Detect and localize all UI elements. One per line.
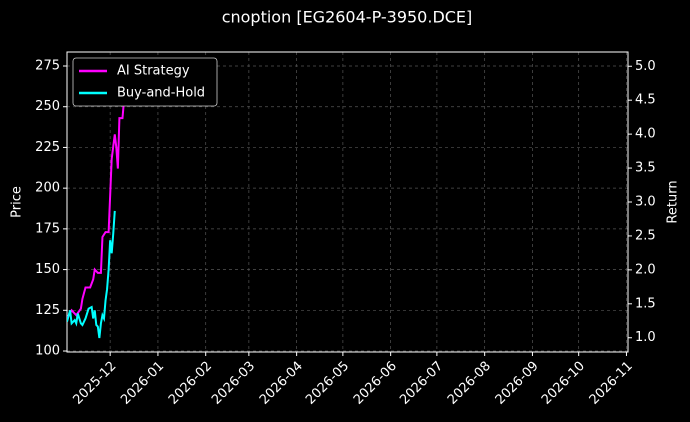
- plot-frame: [66, 51, 629, 353]
- y-tick-label: 150: [35, 262, 60, 277]
- y2-axis-label: Return: [666, 180, 681, 223]
- x-tick-label: 2026-07: [397, 359, 446, 408]
- x-tick-label: 2026-02: [166, 359, 215, 408]
- y-tick-label: 175: [35, 221, 60, 236]
- series-line: [67, 210, 116, 339]
- x-tick-label: 2026-03: [209, 359, 258, 408]
- y-tick-label: 250: [35, 99, 60, 114]
- y2-tick-label: 4.0: [635, 127, 656, 142]
- y2-tick-label: 4.5: [635, 93, 656, 108]
- x-tick-label: 2025-12: [70, 359, 119, 408]
- legend-label: Buy-and-Hold: [117, 86, 205, 101]
- x-tick-label: 2026-06: [351, 359, 400, 408]
- y2-tick-label: 2.0: [635, 262, 656, 277]
- x-tick-label: 2026-04: [257, 359, 306, 408]
- x-tick-label: 2026-05: [303, 359, 352, 408]
- y2-tick-label: 3.5: [635, 161, 656, 176]
- x-tick-label: 2026-11: [587, 359, 636, 408]
- y2-tick-label: 2.5: [635, 228, 656, 243]
- y-tick-label: 125: [35, 303, 60, 318]
- y-axis-label: Price: [10, 186, 25, 218]
- chart-title: cnoption [EG2604-P-3950.DCE]: [222, 8, 473, 27]
- y2-tick-label: 1.0: [635, 330, 656, 345]
- y2-tick-label: 1.5: [635, 296, 656, 311]
- y-tick-label: 100: [35, 344, 60, 359]
- x-tick-label: 2026-09: [493, 359, 542, 408]
- x-tick-label: 2026-10: [539, 359, 588, 408]
- legend-label: AI Strategy: [117, 64, 190, 79]
- y-tick-label: 225: [35, 140, 60, 155]
- series-line: [67, 87, 127, 319]
- y-tick-label: 275: [35, 59, 60, 74]
- y2-tick-label: 5.0: [635, 59, 656, 74]
- x-tick-label: 2026-08: [445, 359, 494, 408]
- y-tick-label: 200: [35, 181, 60, 196]
- x-tick-label: 2026-01: [118, 359, 167, 408]
- y2-tick-label: 3.0: [635, 195, 656, 210]
- legend-box: [72, 57, 218, 107]
